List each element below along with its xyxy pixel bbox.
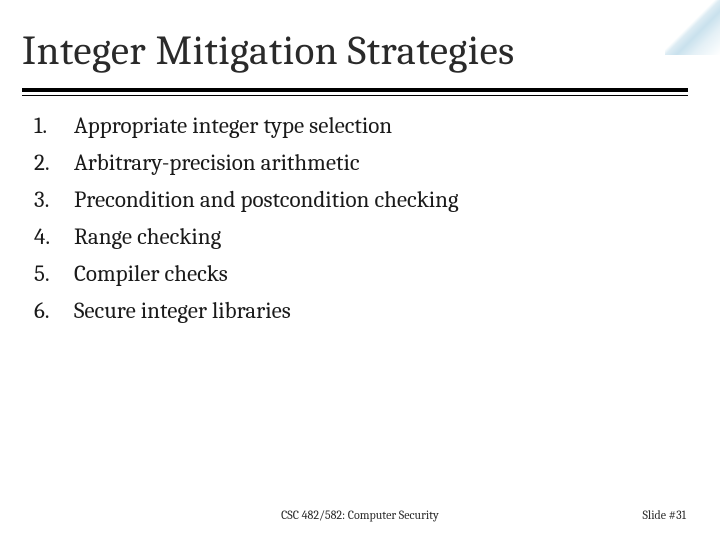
list-number: 5. [34, 258, 74, 289]
list-number: 3. [34, 184, 74, 215]
list-text: Compiler checks [74, 258, 680, 289]
list-text: Arbitrary-precision arithmetic [74, 147, 680, 178]
slide: Integer Mitigation Strategies 1. Appropr… [0, 0, 720, 540]
list-number: 2. [34, 147, 74, 178]
list-number: 1. [34, 110, 74, 141]
list-item: 5. Compiler checks [34, 258, 680, 289]
list-item: 6. Secure integer libraries [34, 295, 680, 326]
list-text: Appropriate integer type selection [74, 110, 680, 141]
footer-right-text: Slide #31 [643, 508, 687, 522]
list-number: 4. [34, 221, 74, 252]
numbered-list: 1. Appropriate integer type selection 2.… [34, 110, 680, 332]
list-item: 1. Appropriate integer type selection [34, 110, 680, 141]
slide-title: Integer Mitigation Strategies [22, 28, 515, 75]
title-underline-thick [22, 88, 688, 92]
list-item: 4. Range checking [34, 221, 680, 252]
list-item: 2. Arbitrary-precision arithmetic [34, 147, 680, 178]
list-number: 6. [34, 295, 74, 326]
footer-center-text: CSC 482/582: Computer Security [0, 508, 720, 522]
title-underline-thin [22, 95, 688, 96]
list-text: Secure integer libraries [74, 295, 680, 326]
corner-accent-decoration [665, 0, 720, 55]
list-text: Range checking [74, 221, 680, 252]
list-text: Precondition and postcondition checking [74, 184, 680, 215]
list-item: 3. Precondition and postcondition checki… [34, 184, 680, 215]
